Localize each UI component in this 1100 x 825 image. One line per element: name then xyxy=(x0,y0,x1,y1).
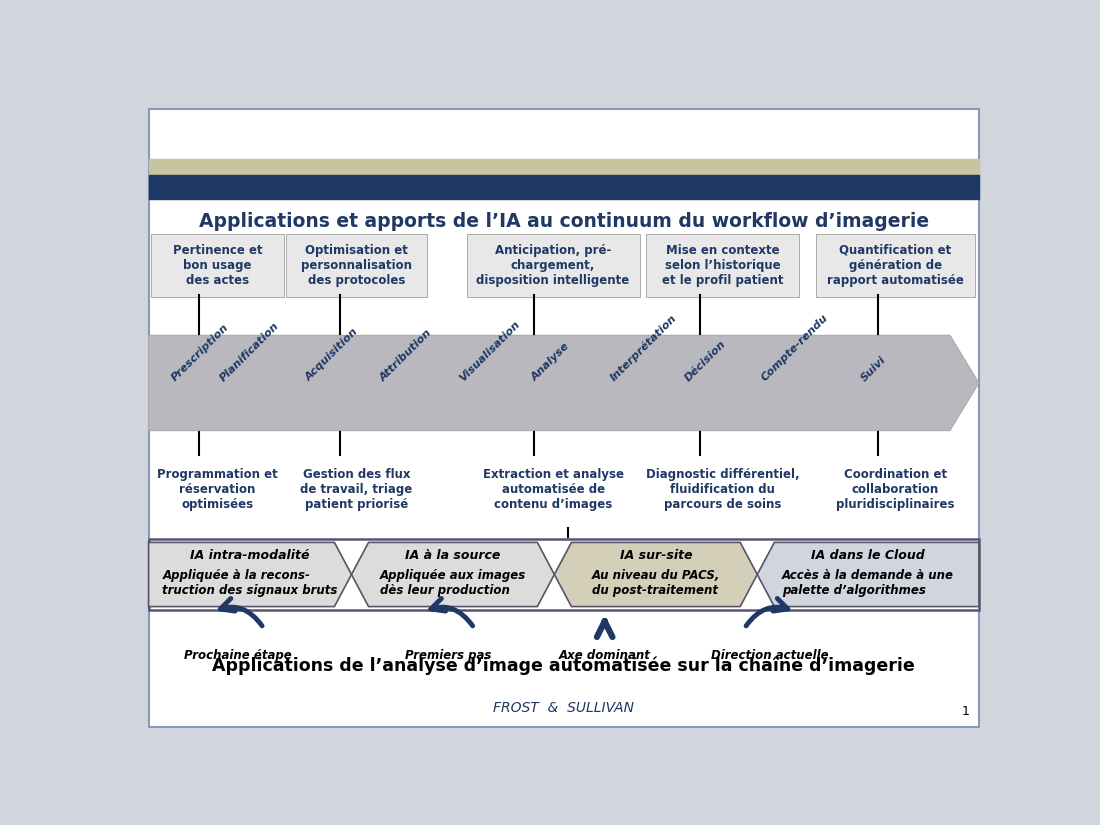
Polygon shape xyxy=(757,542,979,606)
Text: IA dans le Cloud: IA dans le Cloud xyxy=(811,549,925,562)
Text: 1: 1 xyxy=(961,705,969,718)
Text: IA à la source: IA à la source xyxy=(405,549,500,562)
Text: Optimisation et
personnalisation
des protocoles: Optimisation et personnalisation des pro… xyxy=(301,244,412,287)
Text: Programmation et
réservation
optimisées: Programmation et réservation optimisées xyxy=(157,468,278,512)
Text: Compte-rendu: Compte-rendu xyxy=(760,313,830,383)
FancyBboxPatch shape xyxy=(148,109,979,727)
Text: Appliquée à la recons-
truction des signaux bruts: Appliquée à la recons- truction des sign… xyxy=(163,568,338,596)
Text: Accès à la demande à une
palette d’algorithmes: Accès à la demande à une palette d’algor… xyxy=(782,568,954,596)
Text: Pertinence et
bon usage
des actes: Pertinence et bon usage des actes xyxy=(173,244,263,287)
Text: Acquisition: Acquisition xyxy=(304,327,360,383)
Text: Extraction et analyse
automatisée de
contenu d’images: Extraction et analyse automatisée de con… xyxy=(483,468,624,512)
FancyBboxPatch shape xyxy=(151,234,284,296)
Bar xyxy=(148,159,979,175)
Bar xyxy=(148,175,979,200)
Text: FROST  &  SULLIVAN: FROST & SULLIVAN xyxy=(493,700,635,714)
Text: Applications et apports de l’IA au continuum du workflow d’imagerie: Applications et apports de l’IA au conti… xyxy=(199,212,928,231)
Text: Coordination et
collaboration
pluridisciplinaires: Coordination et collaboration pluridisci… xyxy=(836,468,955,512)
Text: Suivi: Suivi xyxy=(859,354,889,383)
Text: IA sur-site: IA sur-site xyxy=(619,549,692,562)
Text: Décision: Décision xyxy=(683,338,728,383)
Text: Quantification et
génération de
rapport automatisée: Quantification et génération de rapport … xyxy=(827,244,964,287)
FancyBboxPatch shape xyxy=(148,539,979,610)
Text: Premiers pas: Premiers pas xyxy=(406,649,492,662)
FancyBboxPatch shape xyxy=(286,234,427,296)
Text: Analyse: Analyse xyxy=(530,341,572,383)
Text: Attribution: Attribution xyxy=(378,328,433,383)
Text: Anticipation, pré-
chargement,
disposition intelligente: Anticipation, pré- chargement, dispositi… xyxy=(476,244,629,287)
Polygon shape xyxy=(352,542,554,606)
Text: Interprétation: Interprétation xyxy=(608,313,679,383)
Polygon shape xyxy=(148,542,352,606)
Text: Mise en contexte
selon l’historique
et le profil patient: Mise en contexte selon l’historique et l… xyxy=(661,244,783,287)
Text: Axe dominant: Axe dominant xyxy=(559,649,650,662)
Polygon shape xyxy=(148,335,979,431)
FancyBboxPatch shape xyxy=(646,234,799,296)
FancyBboxPatch shape xyxy=(466,234,639,296)
Text: Applications de l’analyse d’image automatisée sur la chaîne d’imagerie: Applications de l’analyse d’image automa… xyxy=(212,657,915,675)
Text: Visualisation: Visualisation xyxy=(458,318,521,383)
Text: Direction actuelle: Direction actuelle xyxy=(712,649,829,662)
Text: IA intra-modalité: IA intra-modalité xyxy=(190,549,310,562)
Text: Gestion des flux
de travail, triage
patient priorisé: Gestion des flux de travail, triage pati… xyxy=(300,468,412,512)
Text: Appliquée aux images
dès leur production: Appliquée aux images dès leur production xyxy=(379,568,526,596)
Text: Prochaine étape: Prochaine étape xyxy=(184,649,292,662)
Text: Diagnostic différentiel,
fluidification du
parcours de soins: Diagnostic différentiel, fluidification … xyxy=(646,468,799,512)
Text: Planification: Planification xyxy=(219,320,282,383)
Polygon shape xyxy=(554,542,757,606)
Text: Prescription: Prescription xyxy=(169,322,231,383)
FancyBboxPatch shape xyxy=(816,234,975,296)
Text: Au niveau du PACS,
du post-traitement: Au niveau du PACS, du post-traitement xyxy=(592,568,720,596)
